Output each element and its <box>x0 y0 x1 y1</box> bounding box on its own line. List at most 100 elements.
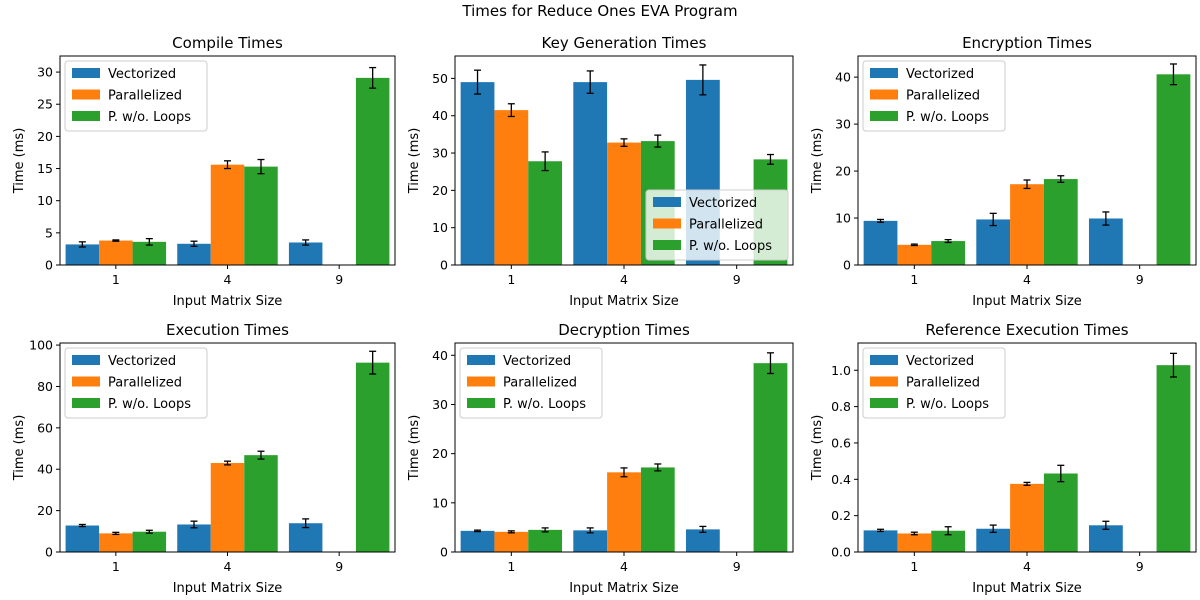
legend-label-p-w-o-loops: P. w/o. Loops <box>503 397 586 412</box>
error-bar-vectorized-9 <box>1102 520 1110 530</box>
y-tick-label: 20 <box>835 164 851 179</box>
error-bar-p-w-o-loops-1 <box>541 527 549 533</box>
x-tick-label: 4 <box>1023 559 1031 574</box>
legend-frame <box>64 347 208 419</box>
legend: Vectorized Parallelized P. w/o. Loops <box>459 347 603 419</box>
x-axis-label: Input Matrix Size <box>972 581 1082 596</box>
y-tick-label: 20 <box>37 129 53 144</box>
bar-parallelized-4 <box>607 142 641 265</box>
bar-parallelized-4 <box>607 472 641 552</box>
error-bar-parallelized-4 <box>1023 179 1031 190</box>
error-bar-vectorized-1 <box>78 523 86 528</box>
legend-swatch-p-w-o-loops <box>72 398 100 408</box>
y-tick-label: 40 <box>835 70 851 85</box>
bar-parallelized-4 <box>1010 184 1044 265</box>
error-bar-vectorized-4 <box>989 212 997 227</box>
x-tick-label: 9 <box>1136 272 1144 287</box>
legend-label-parallelized: Parallelized <box>906 376 980 391</box>
y-tick-label: 20 <box>37 503 53 518</box>
error-bar-vectorized-4 <box>586 70 594 94</box>
legend-swatch-parallelized <box>870 376 898 387</box>
y-tick-label: 10 <box>835 211 851 226</box>
bar-p-w-o-loops-4 <box>1043 179 1078 265</box>
error-bar-parallelized-4 <box>224 160 231 170</box>
error-bar-p-w-o-loops-4 <box>654 463 662 472</box>
legend-label-p-w-o-loops: P. w/o. Loops <box>906 110 989 125</box>
x-tick-label: 1 <box>507 272 515 287</box>
legend: Vectorized Parallelized P. w/o. Loops <box>862 60 1006 132</box>
chart-panel-4: 0 20 40 60 80 100 1 4 9 Execution Times Input Matr… <box>12 321 396 596</box>
error-bar-parallelized-1 <box>112 239 120 242</box>
error-bar-p-w-o-loops-1 <box>944 238 952 244</box>
error-bar-p-w-o-loops-4 <box>257 158 265 175</box>
bar-p-w-o-loops-1 <box>132 241 167 265</box>
error-bar-vectorized-1 <box>877 528 885 533</box>
legend-swatch-p-w-o-loops <box>653 240 681 250</box>
y-tick-label: 30 <box>432 397 448 412</box>
y-tick-label: 100 <box>29 338 53 353</box>
chart-panel-5: 0 10 20 30 40 1 4 9 Decryption Times Input Matrix… <box>407 321 794 596</box>
bar-parallelized-1 <box>99 533 133 552</box>
chart-title: Decryption Times <box>558 321 690 339</box>
y-tick-label: 0.2 <box>831 508 851 523</box>
bar-p-w-o-loops-1 <box>931 241 966 265</box>
bar-vectorized-1 <box>65 244 100 265</box>
y-tick-label: 60 <box>37 420 53 435</box>
error-bar-p-w-o-loops-1 <box>145 529 153 534</box>
y-axis-label: Time (ms) <box>810 415 825 482</box>
error-bar-parallelized-1 <box>507 103 515 118</box>
legend-swatch-parallelized <box>653 218 681 229</box>
bar-parallelized-1 <box>99 240 133 265</box>
y-tick-label: 20 <box>432 446 448 461</box>
bar-vectorized-4 <box>573 82 608 265</box>
y-tick-label: 0 <box>45 258 53 273</box>
x-axis-label: Input Matrix Size <box>972 294 1082 309</box>
bar-p-w-o-loops-9 <box>753 363 788 552</box>
legend-label-vectorized: Vectorized <box>689 196 757 211</box>
y-tick-label: 40 <box>432 108 448 123</box>
bar-p-w-o-loops-9 <box>1156 74 1191 265</box>
error-bar-p-w-o-loops-9 <box>766 352 774 375</box>
chart-title: Key Generation Times <box>542 34 707 52</box>
legend-swatch-vectorized <box>467 355 495 365</box>
legend-swatch-parallelized <box>870 89 898 100</box>
x-tick-label: 4 <box>224 559 232 574</box>
legend-label-parallelized: Parallelized <box>503 376 577 391</box>
error-bar-p-w-o-loops-4 <box>1057 464 1065 483</box>
x-axis-label: Input Matrix Size <box>569 294 679 309</box>
chart-title: Execution Times <box>166 321 289 339</box>
bar-vectorized-9 <box>685 529 720 552</box>
x-tick-label: 4 <box>620 272 628 287</box>
chart-panel-2: 0 10 20 30 40 50 1 4 9 Key Generation Times Input … <box>407 34 794 309</box>
bar-parallelized-4 <box>210 164 245 265</box>
bar-vectorized-1 <box>65 525 100 552</box>
bar-p-w-o-loops-1 <box>528 529 563 552</box>
error-bar-p-w-o-loops-9 <box>1169 352 1177 378</box>
legend-label-p-w-o-loops: P. w/o. Loops <box>689 239 772 254</box>
bar-p-w-o-loops-9 <box>355 77 390 265</box>
bar-vectorized-4 <box>573 530 608 552</box>
x-tick-label: 4 <box>224 272 232 287</box>
error-bar-parallelized-4 <box>620 138 628 147</box>
x-tick-label: 4 <box>1023 272 1031 287</box>
x-tick-label: 9 <box>1136 559 1144 574</box>
error-bar-p-w-o-loops-9 <box>369 350 377 375</box>
y-tick-label: 20 <box>432 183 448 198</box>
x-tick-label: 9 <box>335 272 343 287</box>
error-bar-vectorized-1 <box>474 529 482 533</box>
bar-p-w-o-loops-4 <box>244 166 278 265</box>
y-tick-label: 40 <box>432 348 448 363</box>
error-bar-vectorized-1 <box>877 218 885 223</box>
y-tick-label: 0 <box>843 258 851 273</box>
y-axis-label: Time (ms) <box>810 128 825 195</box>
legend-swatch-parallelized <box>72 89 100 100</box>
legend-swatch-p-w-o-loops <box>870 398 898 408</box>
error-bar-p-w-o-loops-4 <box>1057 175 1065 183</box>
y-tick-label: 0.6 <box>831 435 851 450</box>
bar-vectorized-4 <box>177 524 211 552</box>
error-bar-vectorized-1 <box>474 69 482 95</box>
error-bar-parallelized-4 <box>1023 481 1031 486</box>
error-bar-vectorized-9 <box>302 518 310 529</box>
x-tick-label: 9 <box>335 559 343 574</box>
